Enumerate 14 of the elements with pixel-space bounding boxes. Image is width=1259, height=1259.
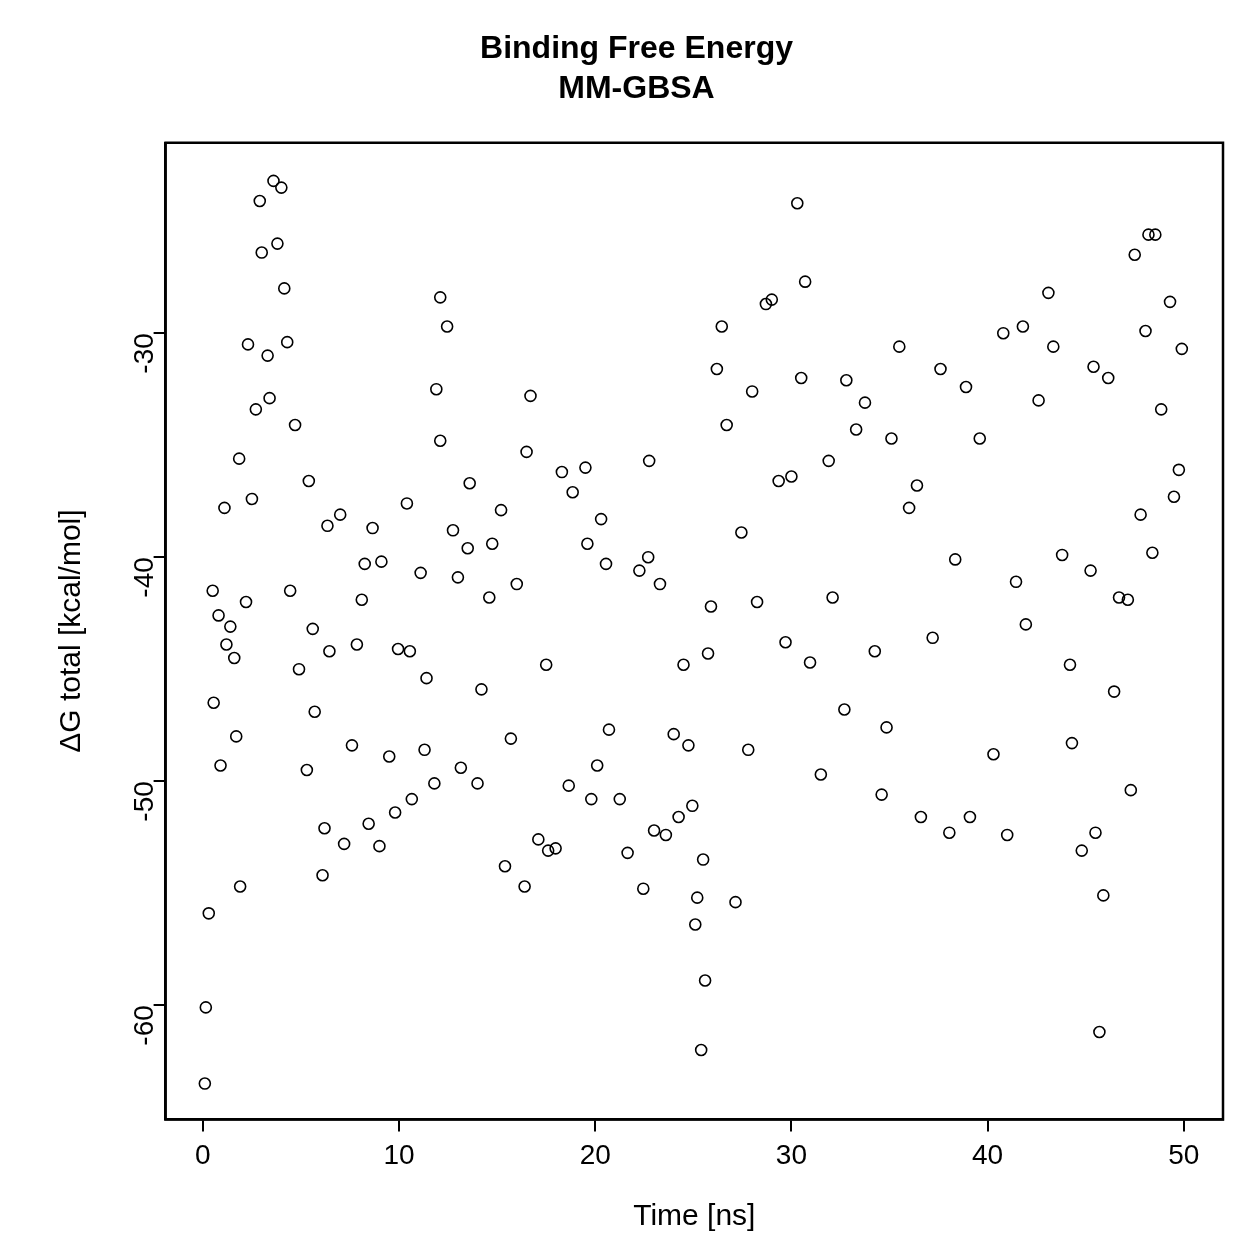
x-tick-label: 50	[1168, 1138, 1200, 1170]
x-axis-title: Time [ns]	[633, 1198, 756, 1232]
x-tick-label: 30	[775, 1138, 807, 1170]
chart-subtitle: MM-GBSA	[558, 69, 715, 106]
x-tick-label: 20	[579, 1138, 611, 1170]
x-tick-label: 10	[383, 1138, 415, 1170]
y-tick-label: -60	[128, 1005, 160, 1046]
y-tick-label: -30	[128, 333, 160, 374]
y-tick-label: -50	[128, 781, 160, 822]
x-tick-label: 0	[195, 1138, 211, 1170]
x-tick-label: 40	[972, 1138, 1004, 1170]
chart-title: Binding Free Energy	[480, 29, 794, 66]
y-axis-title: ΔG total [kcal/mol]	[53, 509, 87, 753]
y-tick-label: -40	[128, 557, 160, 598]
